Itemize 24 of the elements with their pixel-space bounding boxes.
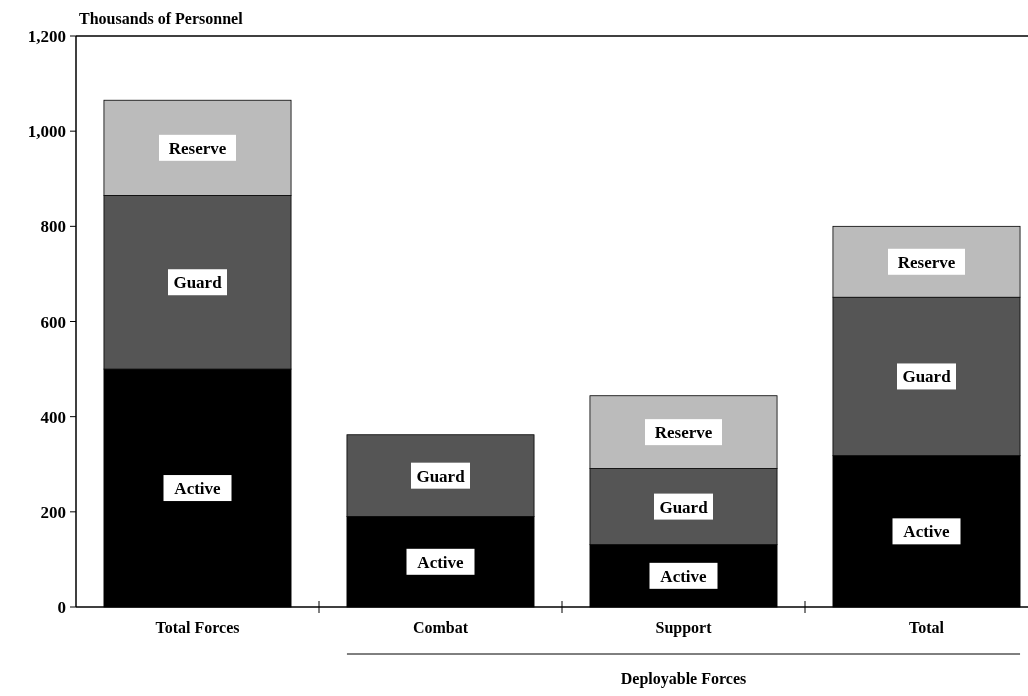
- y-tick-label: 800: [40, 217, 66, 237]
- x-tick-label: Support: [655, 619, 713, 637]
- text: Guard: [902, 367, 951, 387]
- series-label: Guard: [659, 497, 709, 517]
- y-tick-label: 1,200: [27, 27, 66, 46]
- text: Active: [417, 552, 464, 572]
- y-axis-title: Thousands of Personnel: [79, 10, 244, 27]
- y-tick-label: 1,000: [27, 122, 66, 142]
- text: Guard: [173, 273, 222, 293]
- series-label: Reserve: [897, 252, 956, 272]
- y-tick-label: 400: [40, 407, 66, 427]
- text: Deployable Forces: [620, 670, 747, 688]
- x-tick-label: Total: [909, 619, 945, 636]
- text: Reserve: [654, 423, 713, 443]
- y-tick-label: 600: [40, 312, 66, 332]
- text: Reserve: [168, 138, 227, 158]
- text: Active: [903, 522, 950, 542]
- text: Guard: [416, 466, 465, 486]
- y-tick-label: 200: [40, 502, 66, 522]
- y-tick-label: 0: [57, 598, 66, 617]
- x-tick-label: Total Forces: [155, 619, 240, 636]
- x-tick-label: Combat: [412, 619, 469, 636]
- text: Active: [174, 479, 221, 499]
- series-label: Active: [660, 566, 708, 586]
